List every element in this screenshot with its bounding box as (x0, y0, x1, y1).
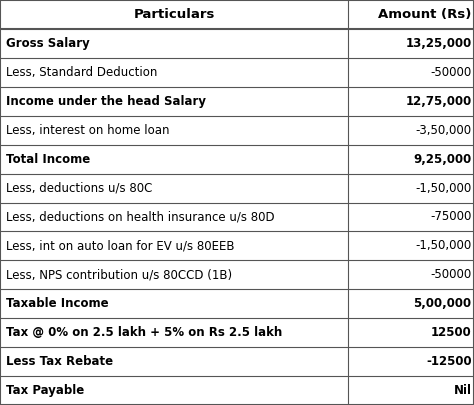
Text: Less, NPS contribution u/s 80CCD (1B): Less, NPS contribution u/s 80CCD (1B) (6, 269, 232, 281)
Text: Less, deductions on health insurance u/s 80D: Less, deductions on health insurance u/s… (6, 211, 274, 224)
Text: -12500: -12500 (426, 355, 472, 368)
Text: Particulars: Particulars (134, 8, 215, 21)
Text: Less Tax Rebate: Less Tax Rebate (6, 355, 113, 368)
Text: Tax @ 0% on 2.5 lakh + 5% on Rs 2.5 lakh: Tax @ 0% on 2.5 lakh + 5% on Rs 2.5 lakh (6, 326, 282, 339)
Text: -3,50,000: -3,50,000 (416, 124, 472, 136)
Text: 12500: 12500 (431, 326, 472, 339)
Text: -1,50,000: -1,50,000 (415, 239, 472, 252)
Text: -1,50,000: -1,50,000 (415, 181, 472, 194)
Text: Income under the head Salary: Income under the head Salary (6, 95, 206, 108)
Text: 5,00,000: 5,00,000 (413, 297, 472, 310)
Text: -75000: -75000 (430, 211, 472, 224)
Text: Less, deductions u/s 80C: Less, deductions u/s 80C (6, 181, 152, 194)
Text: -50000: -50000 (430, 269, 472, 281)
Text: Less, int on auto loan for EV u/s 80EEB: Less, int on auto loan for EV u/s 80EEB (6, 239, 234, 252)
Text: Amount (Rs): Amount (Rs) (378, 8, 472, 21)
Text: Total Income: Total Income (6, 153, 90, 166)
Text: -50000: -50000 (430, 66, 472, 79)
Text: 13,25,000: 13,25,000 (405, 37, 472, 50)
Text: 9,25,000: 9,25,000 (413, 153, 472, 166)
Text: Taxable Income: Taxable Income (6, 297, 109, 310)
Text: 12,75,000: 12,75,000 (405, 95, 472, 108)
Text: Nil: Nil (454, 384, 472, 397)
Text: Less, Standard Deduction: Less, Standard Deduction (6, 66, 157, 79)
Text: Gross Salary: Gross Salary (6, 37, 90, 50)
Text: Less, interest on home loan: Less, interest on home loan (6, 124, 169, 136)
Text: Tax Payable: Tax Payable (6, 384, 84, 397)
